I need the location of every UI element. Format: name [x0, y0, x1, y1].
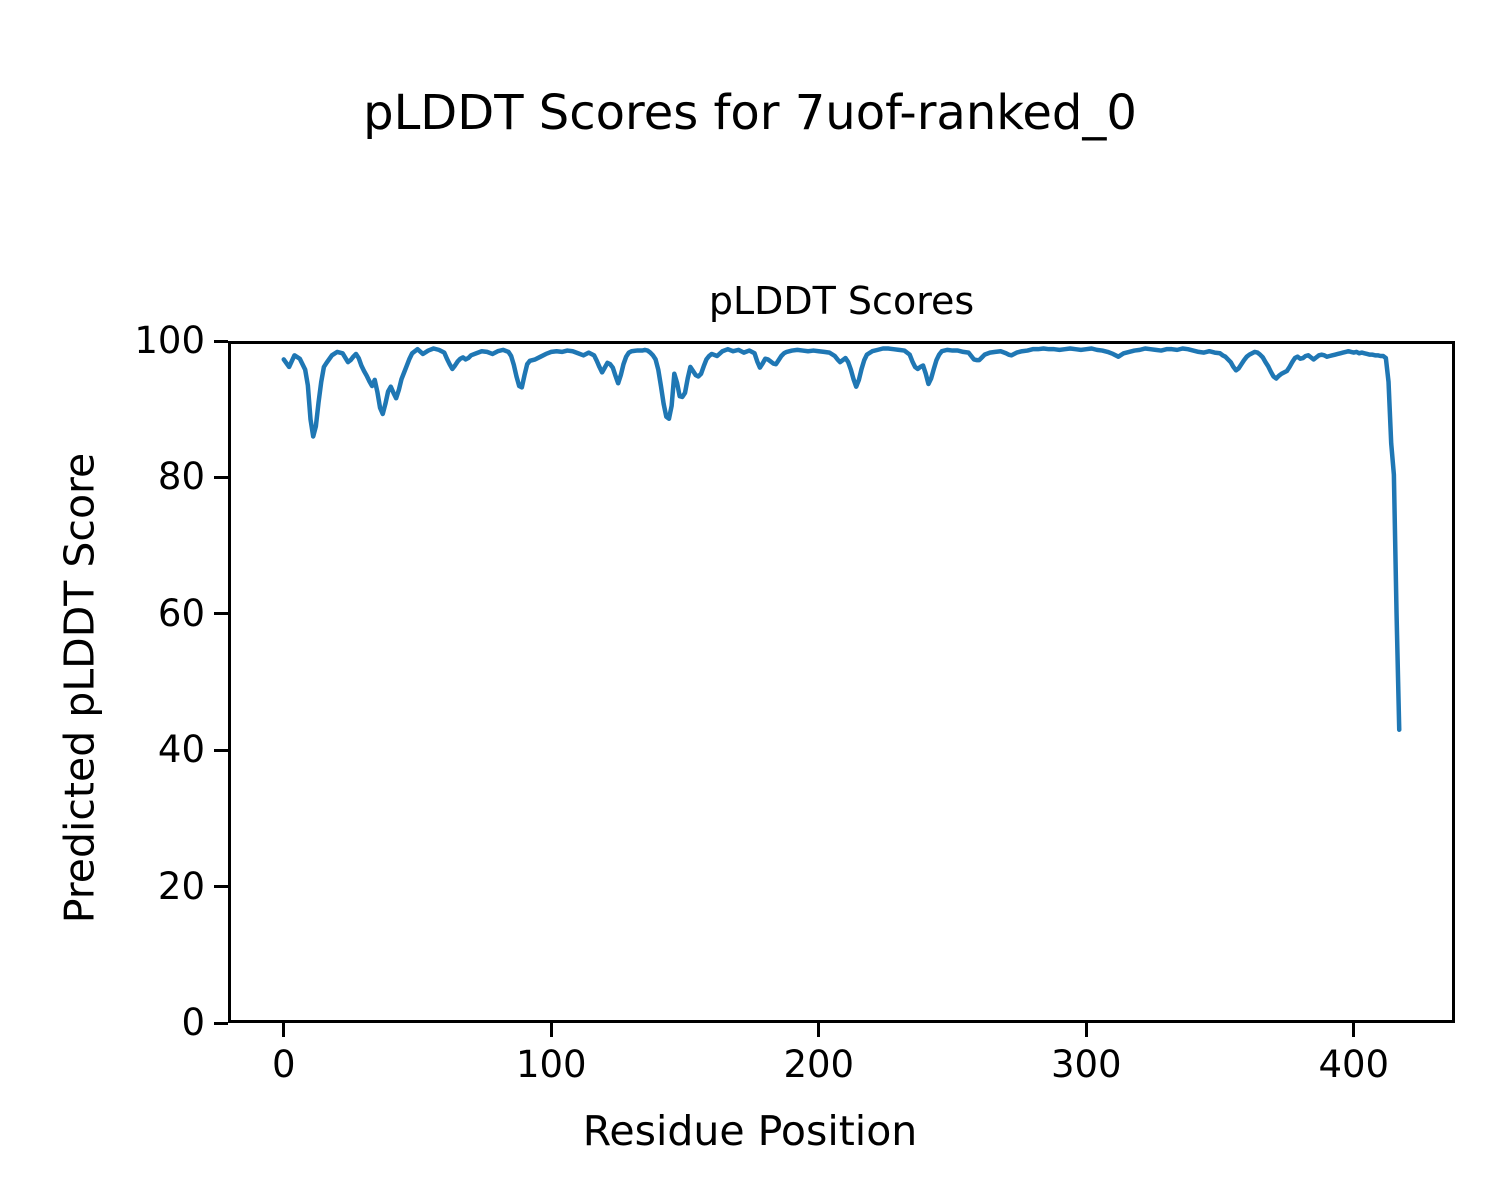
x-axis-label: Residue Position: [582, 1107, 918, 1155]
series-pLDDT: [281, 346, 1402, 732]
y-tick-label: 100: [134, 319, 205, 362]
plddt-line: [281, 346, 1402, 732]
x-tick-mark: [817, 1023, 821, 1037]
y-tick-label: 20: [157, 864, 205, 908]
y-tick-label: 0: [181, 1001, 205, 1044]
y-tick-mark: [214, 748, 228, 752]
x-tick-label: 200: [783, 1043, 855, 1086]
x-tick-mark: [549, 1023, 553, 1037]
y-tick-mark: [214, 1021, 228, 1025]
x-tick-label: 300: [1050, 1043, 1122, 1086]
y-tick-mark: [214, 612, 228, 616]
y-tick-mark: [214, 475, 228, 479]
y-tick-label: 40: [157, 728, 205, 772]
x-tick-label: 0: [271, 1043, 296, 1086]
x-tick-mark: [282, 1023, 286, 1037]
axes-title: pLDDT Scores: [708, 279, 975, 323]
x-tick-mark: [1084, 1023, 1088, 1037]
plot-area: [228, 341, 1455, 1023]
y-tick-label: 80: [157, 455, 205, 499]
y-tick-mark: [214, 339, 228, 343]
y-tick-mark: [214, 885, 228, 889]
y-axis-label: Predicted pLDDT Score: [55, 452, 104, 924]
figure-title: pLDDT Scores for 7uof-ranked_0: [363, 85, 1137, 141]
y-tick-label: 60: [157, 591, 205, 635]
x-tick-mark: [1352, 1023, 1356, 1037]
x-tick-label: 100: [515, 1043, 587, 1086]
x-tick-label: 400: [1318, 1043, 1390, 1086]
